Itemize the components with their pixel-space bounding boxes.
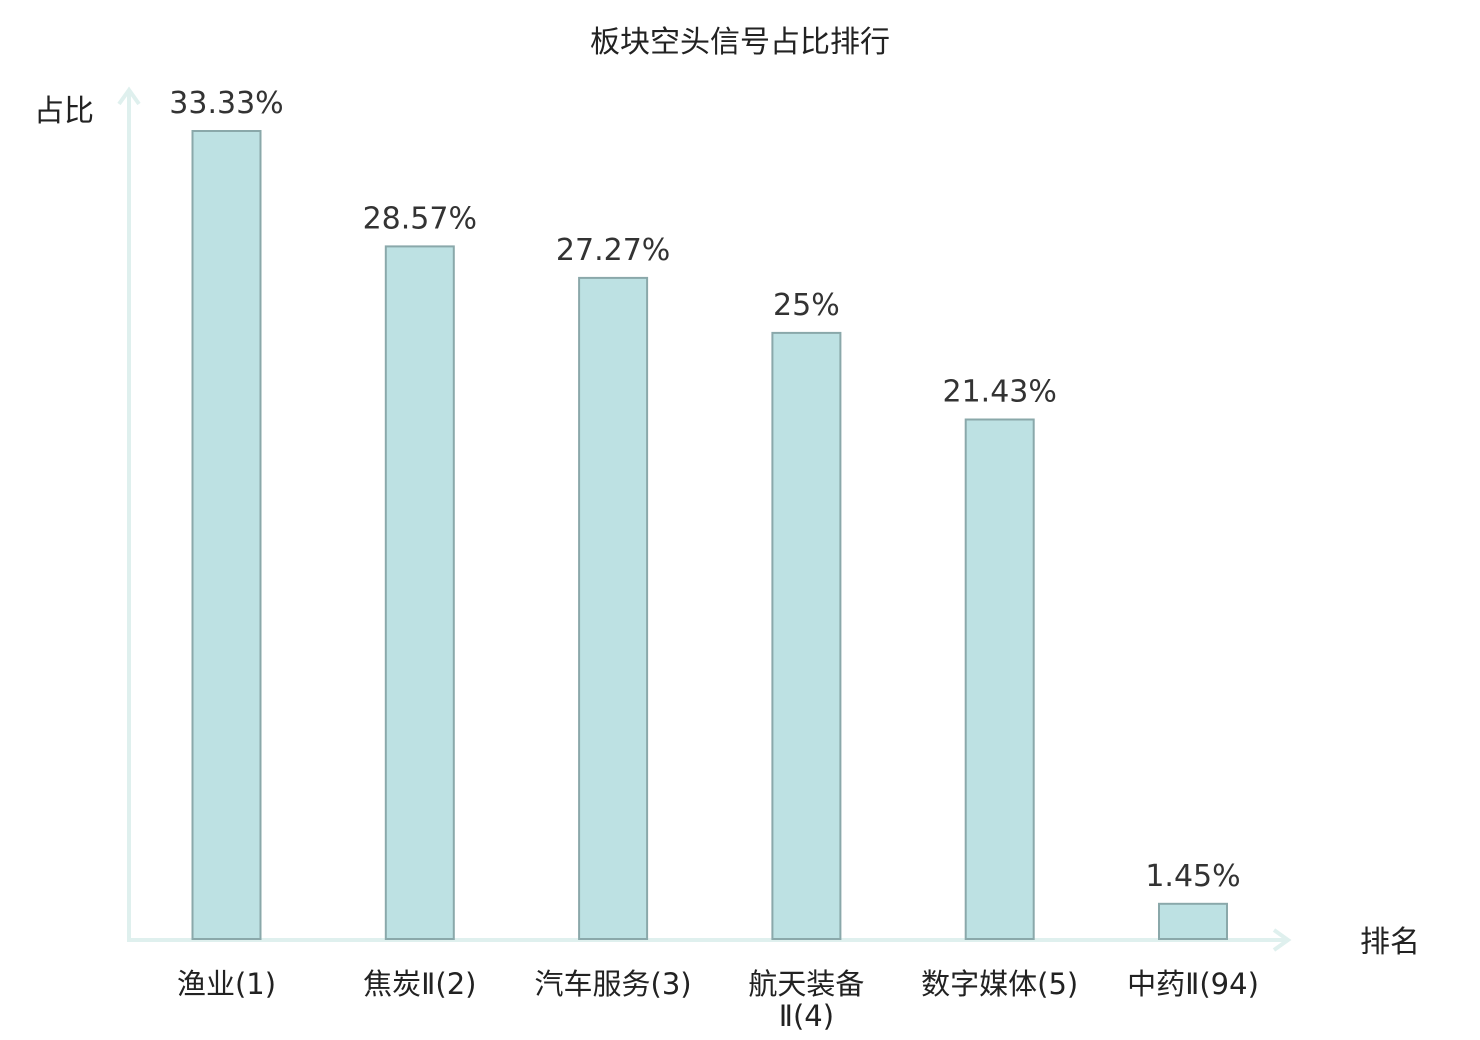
x-tick-label: 渔业(1) xyxy=(177,967,276,1001)
x-axis-label: 排名 xyxy=(1360,925,1420,960)
y-axis: 占比 xyxy=(34,86,141,940)
bar xyxy=(191,130,262,940)
y-axis-arrow xyxy=(117,86,141,106)
bar-value-label: 25% xyxy=(773,288,840,323)
bar-value-label: 1.45% xyxy=(1145,859,1240,894)
x-axis: 排名 xyxy=(127,925,1420,960)
chart-title: 板块空头信号占比排行 xyxy=(590,25,890,60)
bar-value-label: 33.33% xyxy=(169,86,283,121)
bar xyxy=(771,331,842,940)
x-tick-label: 中药Ⅱ(94) xyxy=(1127,967,1259,1001)
x-tick-label: Ⅱ(4) xyxy=(779,999,834,1033)
bars-group xyxy=(191,130,1228,940)
x-axis-arrow xyxy=(1272,928,1292,952)
x-tick-label: 汽车服务(3) xyxy=(535,967,692,1001)
x-tick-label: 数字媒体(5) xyxy=(921,967,1078,1001)
bar xyxy=(384,245,455,940)
x-tick-label: 焦炭Ⅱ(2) xyxy=(363,967,476,1001)
y-axis-label: 占比 xyxy=(34,94,94,129)
bar xyxy=(578,276,649,940)
bar xyxy=(964,418,1035,940)
x-tick-label: 航天装备 xyxy=(748,967,864,1001)
value-labels-group: 33.33% 28.57% 27.27% 25% 21.43% 1.45% xyxy=(169,86,1240,894)
bar-value-label: 28.57% xyxy=(363,201,477,236)
bar xyxy=(1158,902,1228,940)
bar-value-label: 27.27% xyxy=(556,233,670,268)
bar-value-label: 21.43% xyxy=(943,375,1057,410)
